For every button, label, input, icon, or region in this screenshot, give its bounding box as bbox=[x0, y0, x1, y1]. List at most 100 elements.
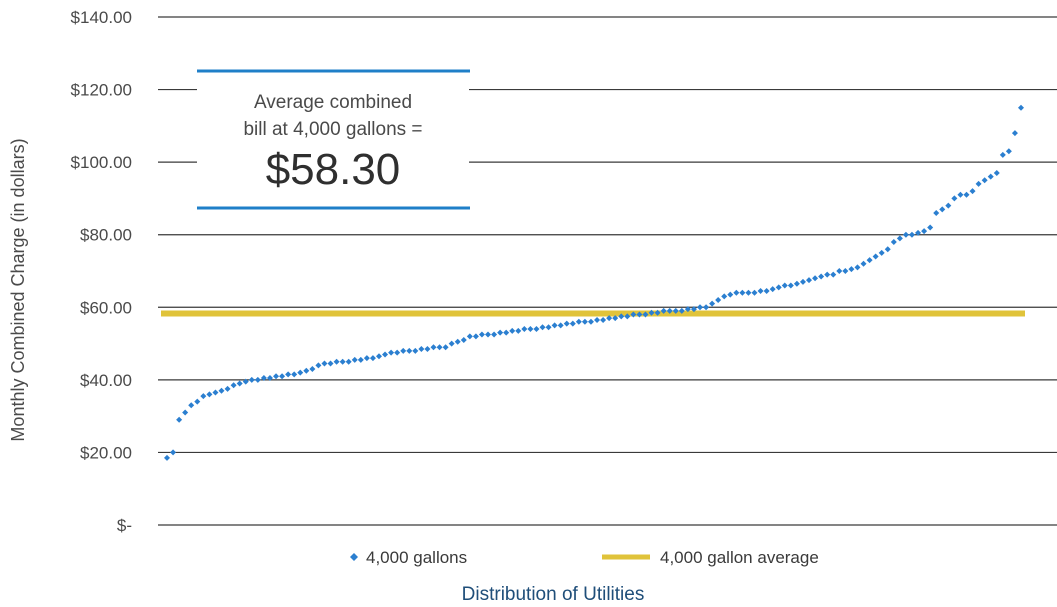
data-point bbox=[521, 326, 528, 333]
callout-background bbox=[197, 74, 469, 206]
data-point bbox=[775, 284, 782, 291]
data-point bbox=[563, 320, 570, 327]
data-point bbox=[945, 202, 952, 209]
legend-label-average: 4,000 gallon average bbox=[660, 548, 819, 567]
y-tick-label: $40.00 bbox=[80, 371, 132, 390]
data-point bbox=[660, 307, 667, 314]
data-point bbox=[975, 180, 982, 187]
callout-value: $58.30 bbox=[266, 145, 401, 194]
callout-line-1: Average combined bbox=[254, 92, 412, 113]
data-point bbox=[951, 195, 958, 202]
data-point bbox=[630, 311, 637, 318]
y-tick-label: $60.00 bbox=[80, 298, 132, 317]
x-axis-title: Distribution of Utilities bbox=[462, 584, 645, 605]
data-point bbox=[176, 416, 183, 423]
data-point bbox=[575, 318, 582, 325]
data-point bbox=[908, 231, 915, 238]
data-point bbox=[636, 311, 643, 318]
data-point bbox=[812, 275, 819, 282]
data-point bbox=[327, 360, 334, 367]
data-point bbox=[478, 331, 485, 338]
y-tick-label: $100.00 bbox=[71, 153, 132, 172]
data-point bbox=[642, 311, 649, 318]
data-point bbox=[515, 327, 522, 334]
data-point bbox=[424, 346, 431, 353]
data-point bbox=[569, 320, 576, 327]
data-point bbox=[527, 326, 534, 333]
data-point bbox=[939, 206, 946, 213]
data-point bbox=[654, 309, 661, 316]
data-point bbox=[285, 371, 292, 378]
data-point bbox=[230, 382, 237, 389]
data-point bbox=[594, 316, 601, 323]
data-point bbox=[363, 355, 370, 362]
y-axis-title: Monthly Combined Charge (in dollars) bbox=[8, 138, 28, 441]
y-tick-labels: $140.00 $120.00 $100.00 $80.00 $60.00 $40.00 $… bbox=[71, 8, 132, 535]
data-point bbox=[436, 344, 443, 351]
data-point bbox=[382, 351, 389, 358]
legend-marker-points bbox=[350, 553, 358, 561]
data-point bbox=[412, 347, 419, 354]
data-point bbox=[854, 264, 861, 271]
data-point bbox=[315, 362, 322, 369]
data-point bbox=[739, 289, 746, 296]
data-point bbox=[703, 304, 710, 311]
data-point bbox=[1005, 148, 1012, 155]
data-point bbox=[727, 291, 734, 298]
data-point bbox=[969, 188, 976, 195]
data-point bbox=[248, 376, 255, 383]
data-point bbox=[957, 191, 964, 198]
data-point bbox=[448, 340, 455, 347]
data-point bbox=[666, 307, 673, 314]
data-point bbox=[497, 329, 504, 336]
data-point bbox=[624, 313, 631, 320]
y-tick-label: $120.00 bbox=[71, 81, 132, 100]
data-point bbox=[878, 249, 885, 256]
data-point bbox=[896, 235, 903, 242]
data-point bbox=[206, 391, 213, 398]
data-point bbox=[1011, 130, 1018, 137]
data-point bbox=[485, 331, 492, 338]
data-point bbox=[357, 356, 364, 363]
data-point bbox=[388, 349, 395, 356]
data-point bbox=[672, 307, 679, 314]
data-point bbox=[557, 322, 564, 329]
data-point bbox=[915, 229, 922, 236]
data-point bbox=[545, 324, 552, 331]
data-point bbox=[787, 282, 794, 289]
data-point bbox=[291, 371, 298, 378]
data-point bbox=[218, 387, 225, 394]
data-point bbox=[369, 355, 376, 362]
data-point bbox=[612, 315, 619, 322]
data-point bbox=[781, 282, 788, 289]
data-point bbox=[551, 322, 558, 329]
data-point bbox=[806, 277, 813, 284]
data-point bbox=[799, 278, 806, 285]
data-point bbox=[921, 228, 928, 235]
data-point bbox=[200, 393, 207, 400]
data-point bbox=[212, 389, 219, 396]
data-point bbox=[224, 385, 231, 392]
data-point bbox=[842, 268, 849, 274]
data-point bbox=[836, 268, 843, 274]
data-point bbox=[351, 356, 358, 363]
data-point bbox=[400, 347, 407, 354]
data-point bbox=[860, 260, 867, 267]
data-point bbox=[254, 376, 261, 383]
data-point bbox=[600, 316, 607, 323]
legend-label-points: 4,000 gallons bbox=[366, 548, 467, 567]
data-point bbox=[164, 454, 170, 461]
data-point bbox=[618, 313, 625, 320]
data-point bbox=[818, 273, 825, 280]
data-point bbox=[678, 307, 685, 314]
data-point bbox=[406, 347, 413, 354]
data-point bbox=[927, 224, 934, 231]
data-point bbox=[472, 333, 479, 340]
data-point bbox=[721, 293, 728, 300]
data-point bbox=[242, 378, 249, 385]
y-tick-label: $20.00 bbox=[80, 443, 132, 462]
data-point bbox=[266, 375, 273, 382]
data-point bbox=[297, 369, 304, 376]
